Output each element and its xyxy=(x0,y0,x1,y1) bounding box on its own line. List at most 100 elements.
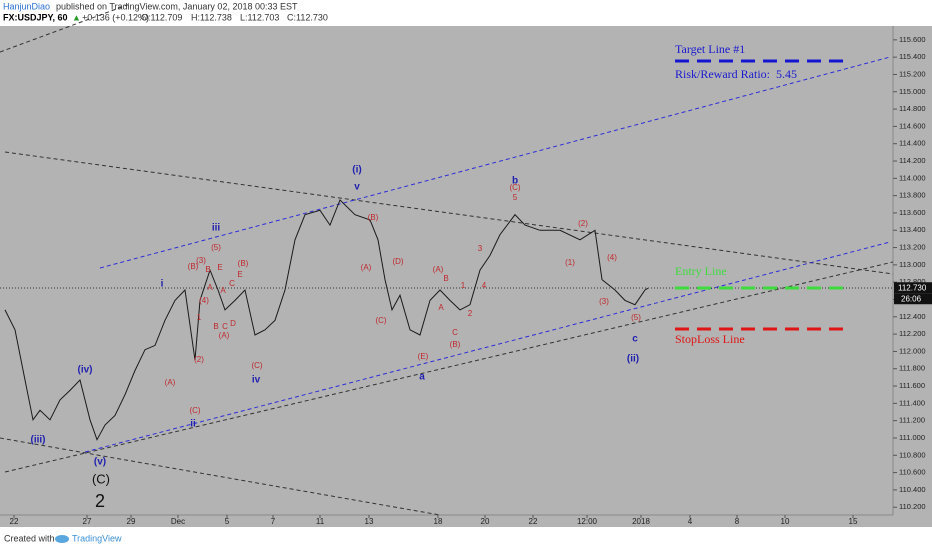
y-tick-label: 111.800 xyxy=(899,364,925,373)
price-line xyxy=(4,199,649,441)
wave-label: B xyxy=(213,322,218,331)
x-tick-label: Dec xyxy=(171,517,185,526)
y-tick-label: 110.800 xyxy=(899,450,926,459)
x-tick-label: 22 xyxy=(529,517,538,526)
y-tick-label: 110.600 xyxy=(899,468,926,477)
wave-label: (ii) xyxy=(627,354,639,365)
wave-label: (v) xyxy=(94,457,106,468)
plot-bg xyxy=(0,26,893,515)
open: O:112.709 xyxy=(141,12,182,22)
y-tick-label: 113.200 xyxy=(899,243,926,252)
wave-label: 4 xyxy=(482,281,487,290)
note: Entry Line xyxy=(675,264,727,278)
x-tick-label: 10 xyxy=(781,517,790,526)
y-tick-label: 111.400 xyxy=(899,398,925,407)
wave-label: (A) xyxy=(361,263,372,272)
wave-label: c xyxy=(632,334,638,345)
wave-label: (A) xyxy=(165,378,176,387)
high: H:112.738 xyxy=(191,12,232,22)
y-axis-bg xyxy=(893,26,932,515)
x-tick-label: 13 xyxy=(365,517,374,526)
y-tick-label: 114.000 xyxy=(899,173,926,182)
y-tick-label: 112.200 xyxy=(899,329,926,338)
wave-label: (5) xyxy=(211,243,221,252)
wave-label: (iv) xyxy=(78,365,93,376)
wave-label: C xyxy=(452,328,458,337)
countdown-tag xyxy=(894,293,932,305)
change: +0.136 (+0.12%) xyxy=(82,12,149,22)
y-tick-label: 112.400 xyxy=(899,312,926,321)
wave-label: (C) xyxy=(509,183,520,192)
y-tick-label: 110.400 xyxy=(899,485,926,494)
footer-logo xyxy=(55,535,69,543)
channel-line xyxy=(99,56,891,269)
trend-line xyxy=(0,3,131,53)
x-axis-bg xyxy=(0,515,932,527)
wave-label: 1 xyxy=(461,281,466,290)
wave-label: a xyxy=(419,372,425,383)
trend-line xyxy=(4,151,894,275)
x-tick-label: 2018 xyxy=(632,517,650,526)
change-arrow: ▲ xyxy=(72,12,81,22)
wave-label: (1) xyxy=(565,258,575,267)
wave-label: C xyxy=(222,322,228,331)
x-tick-label: 4 xyxy=(688,517,693,526)
y-tick-label: 113.600 xyxy=(899,208,926,217)
wave-label: (2) xyxy=(578,219,588,228)
x-tick-label: 15 xyxy=(849,517,858,526)
price-tag-label: 112.730 xyxy=(898,283,927,292)
y-tick-label: 114.200 xyxy=(899,156,926,165)
wave-label: (D) xyxy=(392,257,403,266)
y-tick-label: 111.000 xyxy=(899,433,925,442)
note: Risk/Reward Ratio: 5.45 xyxy=(675,67,797,81)
wave-label: (C) xyxy=(92,471,110,486)
wave-label: (B) xyxy=(368,213,379,222)
symbol: FX:USDJPY, 60 xyxy=(3,12,68,22)
wave-label: (B) xyxy=(188,262,199,271)
close: C:112.730 xyxy=(287,12,328,22)
low: L:112.703 xyxy=(240,12,279,22)
x-tick-label: 20 xyxy=(481,517,490,526)
wave-label: (C) xyxy=(375,316,386,325)
wave-label: 3 xyxy=(478,244,483,253)
note: Target Line #1 xyxy=(675,42,745,56)
wave-label: 5 xyxy=(513,193,518,202)
wave-label: (B) xyxy=(450,340,461,349)
wave-label: (A) xyxy=(219,331,230,340)
y-tick-label: 115.200 xyxy=(899,69,926,78)
y-tick-label: 112.000 xyxy=(899,346,926,355)
y-tick-label: 115.600 xyxy=(899,35,926,44)
wave-label: (A) xyxy=(433,265,444,274)
wave-label: ii xyxy=(190,419,196,430)
wave-label: (3) xyxy=(196,256,206,265)
trend-lines xyxy=(0,3,894,516)
wave-label: D xyxy=(230,319,236,328)
wave-label: A xyxy=(220,286,226,295)
wave-label: (C) xyxy=(189,406,200,415)
note: StopLoss Line xyxy=(675,332,745,346)
wave-label: (3) xyxy=(599,297,609,306)
wave-label: (B) xyxy=(238,259,249,268)
wave-label: E xyxy=(217,263,222,272)
price-tag xyxy=(894,282,932,294)
channel-line xyxy=(84,241,891,453)
wave-label: A xyxy=(438,303,444,312)
y-tick-label: 114.800 xyxy=(899,104,926,113)
y-tick-label: 113.000 xyxy=(899,260,926,269)
wave-label: iv xyxy=(252,375,261,386)
wave-label: (C) xyxy=(251,361,262,370)
wave-label: B xyxy=(443,274,448,283)
trend-line xyxy=(4,261,894,473)
y-tick-label: 112.800 xyxy=(899,277,926,286)
wave-label: (i) xyxy=(352,165,361,176)
y-tick-label: 111.600 xyxy=(899,381,925,390)
x-tick-label: 12:00 xyxy=(577,517,598,526)
wave-label: b xyxy=(512,176,518,187)
wave-label: (5) xyxy=(631,313,641,322)
wave-label: (4) xyxy=(607,253,617,262)
trend-line xyxy=(0,437,441,516)
y-tick-label: 113.800 xyxy=(899,191,926,200)
wave-label: 2 xyxy=(95,491,105,511)
wave-label: i xyxy=(161,279,164,290)
